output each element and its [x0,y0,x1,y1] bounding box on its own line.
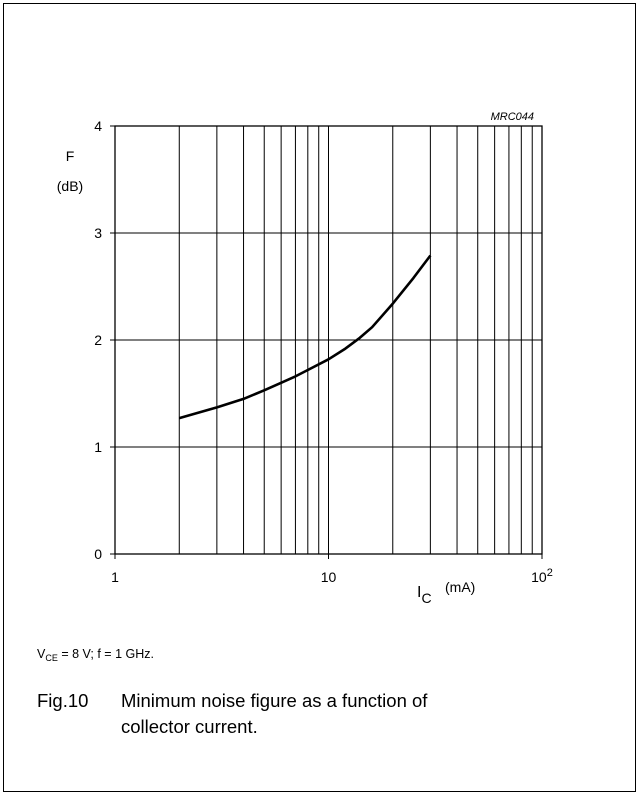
x-tick-label: 1 [111,569,119,585]
caption-line-1: Minimum noise figure as a function of [121,690,428,711]
series [178,254,432,420]
y-axis-unit: (dB) [57,178,83,194]
y-tick-label: 3 [94,225,102,241]
x-tick-label: 10 [321,569,337,585]
noise-figure-curve [178,254,432,420]
y-tick-label: 1 [94,439,102,455]
figure-frame [3,3,636,792]
y-axis-label: F [66,148,75,164]
y-tick-label: 0 [94,546,102,562]
y-tick-label: 4 [94,118,102,134]
figure-number: Fig.10 [37,690,89,711]
grid [115,126,542,554]
figure-code: MRC044 [491,111,534,123]
y-tick-label: 2 [94,332,102,348]
x-tick-label: 102 [531,567,553,585]
x-axis-label: IC [417,584,432,606]
x-axis-unit: (mA) [445,579,475,595]
test-conditions: VCE = 8 V; f = 1 GHz. [37,647,154,663]
figure-caption: Fig.10 Minimum noise figure as a function… [37,688,427,740]
caption-line-2: collector current. [121,716,258,737]
